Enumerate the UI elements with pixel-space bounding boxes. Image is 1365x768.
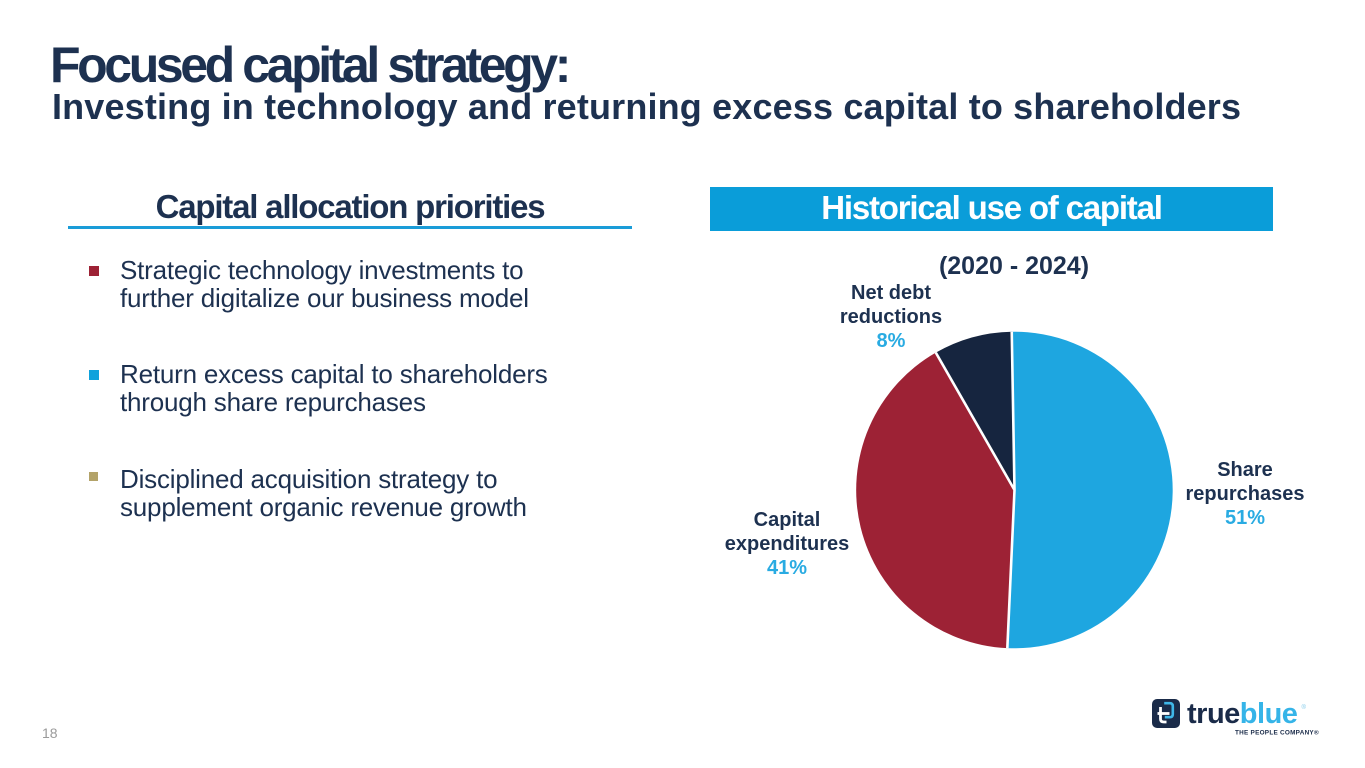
svg-text:®: ® (1302, 704, 1307, 711)
svg-text:THE PEOPLE COMPANY®: THE PEOPLE COMPANY® (1235, 729, 1319, 737)
svg-text:trueblue: trueblue (1187, 698, 1298, 730)
